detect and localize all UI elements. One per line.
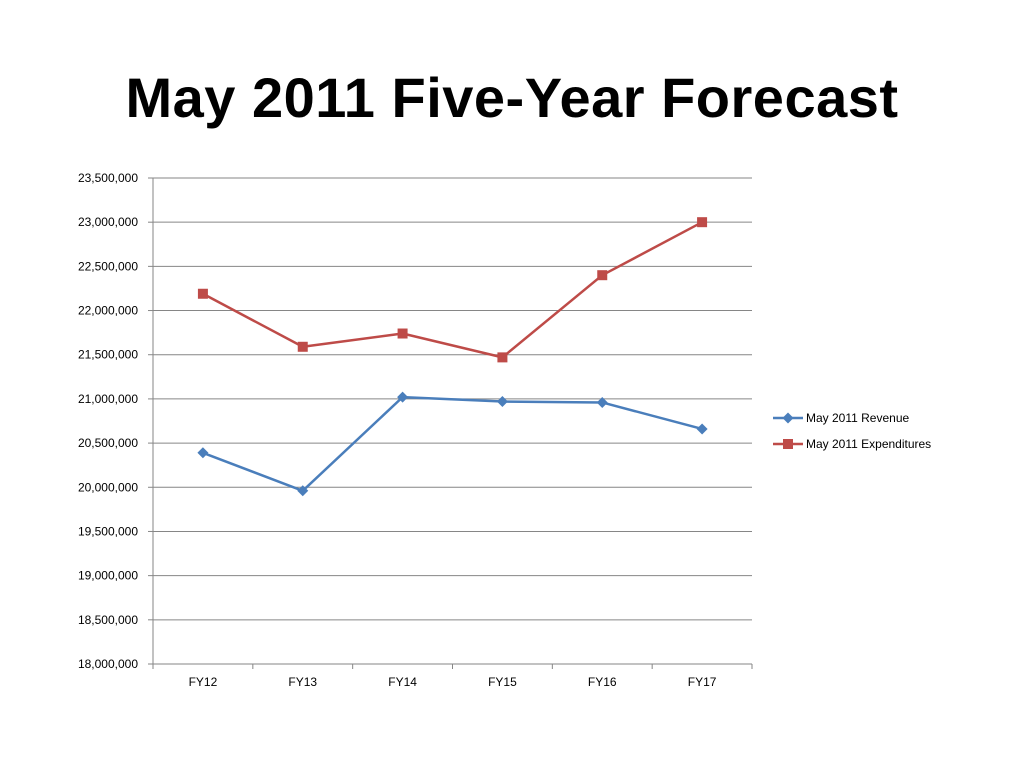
legend: May 2011 Revenue May 2011 Expenditures: [773, 411, 931, 451]
x-tick-label: FY16: [588, 675, 617, 689]
data-point-marker: [697, 217, 708, 228]
slide-title: May 2011 Five-Year Forecast: [125, 66, 899, 129]
data-point-marker: [297, 485, 309, 497]
y-tick-label: 18,000,000: [78, 657, 138, 671]
y-tick-label: 18,500,000: [78, 613, 138, 627]
data-point-marker: [297, 341, 308, 352]
data-point-marker: [596, 396, 608, 408]
series-expenditures: [197, 217, 708, 363]
legend-entry: May 2011 Revenue: [773, 411, 910, 425]
y-tick-label: 20,500,000: [78, 436, 138, 450]
legend-marker: [783, 439, 793, 449]
legend-label: May 2011 Revenue: [806, 411, 910, 425]
data-point-marker: [197, 447, 209, 459]
y-tick-labels: 18,000,000 18,500,000 19,000,000 19,500,000…: [78, 171, 138, 671]
data-point-marker: [197, 288, 208, 299]
axes: [148, 177, 753, 669]
series-revenue: [197, 391, 708, 497]
legend-entry: May 2011 Expenditures: [773, 437, 931, 451]
x-tick-labels: FY12 FY13 FY14 FY15 FY16 FY17: [189, 675, 717, 689]
data-point-marker: [597, 270, 608, 281]
series: [197, 217, 708, 497]
y-tick-label: 23,500,000: [78, 171, 138, 185]
data-point-marker: [397, 328, 408, 339]
x-tick-label: FY15: [488, 675, 517, 689]
data-point-marker: [397, 391, 409, 403]
x-tick-label: FY14: [388, 675, 417, 689]
data-point-marker: [497, 352, 508, 363]
legend-label: May 2011 Expenditures: [806, 437, 931, 451]
data-point-marker: [496, 396, 508, 408]
y-tick-label: 21,500,000: [78, 348, 138, 362]
x-tick-label: FY12: [189, 675, 218, 689]
x-tick-label: FY17: [688, 675, 717, 689]
y-tick-label: 19,000,000: [78, 569, 138, 583]
y-tick-label: 22,500,000: [78, 259, 138, 273]
y-tick-label: 19,500,000: [78, 524, 138, 538]
y-tick-label: 22,000,000: [78, 304, 138, 318]
series-line: [202, 221, 703, 359]
legend-marker: [782, 412, 794, 424]
y-tick-label: 20,000,000: [78, 480, 138, 494]
y-tick-label: 23,000,000: [78, 215, 138, 229]
x-tick-label: FY13: [288, 675, 317, 689]
y-tick-label: 21,000,000: [78, 392, 138, 406]
data-point-marker: [696, 423, 708, 435]
gridlines: [153, 177, 752, 621]
series-line: [202, 395, 703, 493]
